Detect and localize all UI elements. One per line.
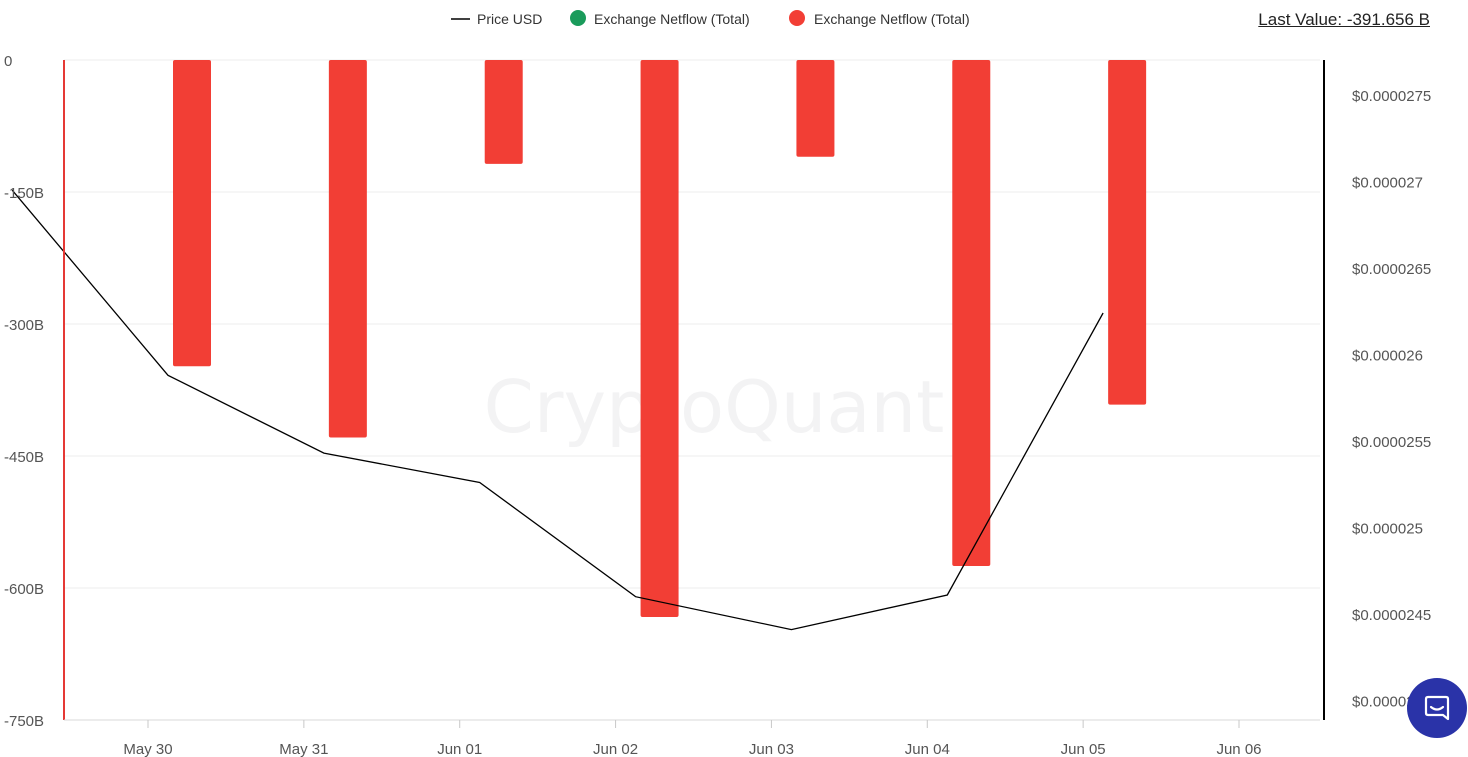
netflow-bar[interactable] [1108,60,1147,405]
right-axis-tick-label: $0.0000265 [1352,261,1431,278]
legend-label: Price USD [477,11,542,27]
left-axis-tick-label: -750B [4,713,44,730]
left-axis-tick-label: -150B [4,185,44,202]
legend-item-price[interactable]: Price USD [451,11,542,27]
netflow-bar[interactable] [484,60,523,164]
x-axis-ticks: May 30 May 31 Jun 01 Jun 02 Jun 03 Jun 04 Jun … [123,720,1262,757]
x-axis-tick-label: May 31 [279,741,328,757]
netflow-bar[interactable] [796,60,835,157]
left-axis-tick-label: -450B [4,449,44,466]
chat-icon [1424,695,1450,721]
netflow-bar[interactable] [173,60,211,367]
legend-label: Exchange Netflow (Total) [594,11,750,27]
right-axis-tick-label: $0.000025 [1352,521,1423,538]
x-axis-tick-label: Jun 05 [1061,741,1106,757]
price-line [11,189,1104,631]
dot-swatch-icon [789,10,805,26]
x-axis-tick-label: May 30 [123,741,172,757]
right-axis-ticks: $0.0000275 $0.000027 $0.0000265 $0.000026 $0… [1352,88,1431,711]
right-axis-tick-label: $0.000027 [1352,175,1423,192]
left-axis-tick-label: -600B [4,581,44,598]
last-value-link[interactable]: Last Value: -391.656 B [1258,10,1430,29]
x-axis-tick-label: Jun 01 [437,741,482,757]
x-axis-tick-label: Jun 06 [1216,741,1261,757]
dot-swatch-icon [570,10,586,26]
right-axis-tick-label: $0.0000275 [1352,88,1431,105]
legend-item-netflow-positive[interactable]: Exchange Netflow (Total) [570,10,750,27]
left-axis-ticks: 0 -150B -300B -450B -600B -750B [4,53,44,730]
x-axis-tick-label: Jun 02 [593,741,638,757]
chat-button[interactable] [1407,678,1467,738]
left-axis-tick-label: 0 [4,53,12,70]
left-axis-tick-label: -300B [4,317,44,334]
right-axis-tick-label: $0.000026 [1352,348,1423,365]
right-axis-tick-label: $0.000024 [1352,694,1423,711]
netflow-bar[interactable] [328,60,367,438]
netflow-bars [173,60,1147,618]
x-axis-tick-label: Jun 03 [749,741,794,757]
netflow-bar[interactable] [640,60,679,618]
legend-item-netflow-negative[interactable]: Exchange Netflow (Total) [789,10,970,27]
netflow-bar[interactable] [952,60,991,566]
right-axis-tick-label: $0.0000255 [1352,434,1431,451]
legend: Price USD Exchange Netflow (Total) Excha… [451,10,970,27]
x-axis-tick-label: Jun 04 [905,741,950,757]
right-axis-tick-label: $0.0000245 [1352,607,1431,624]
watermark: CryptoQuant [484,365,945,449]
legend-label: Exchange Netflow (Total) [814,11,970,27]
